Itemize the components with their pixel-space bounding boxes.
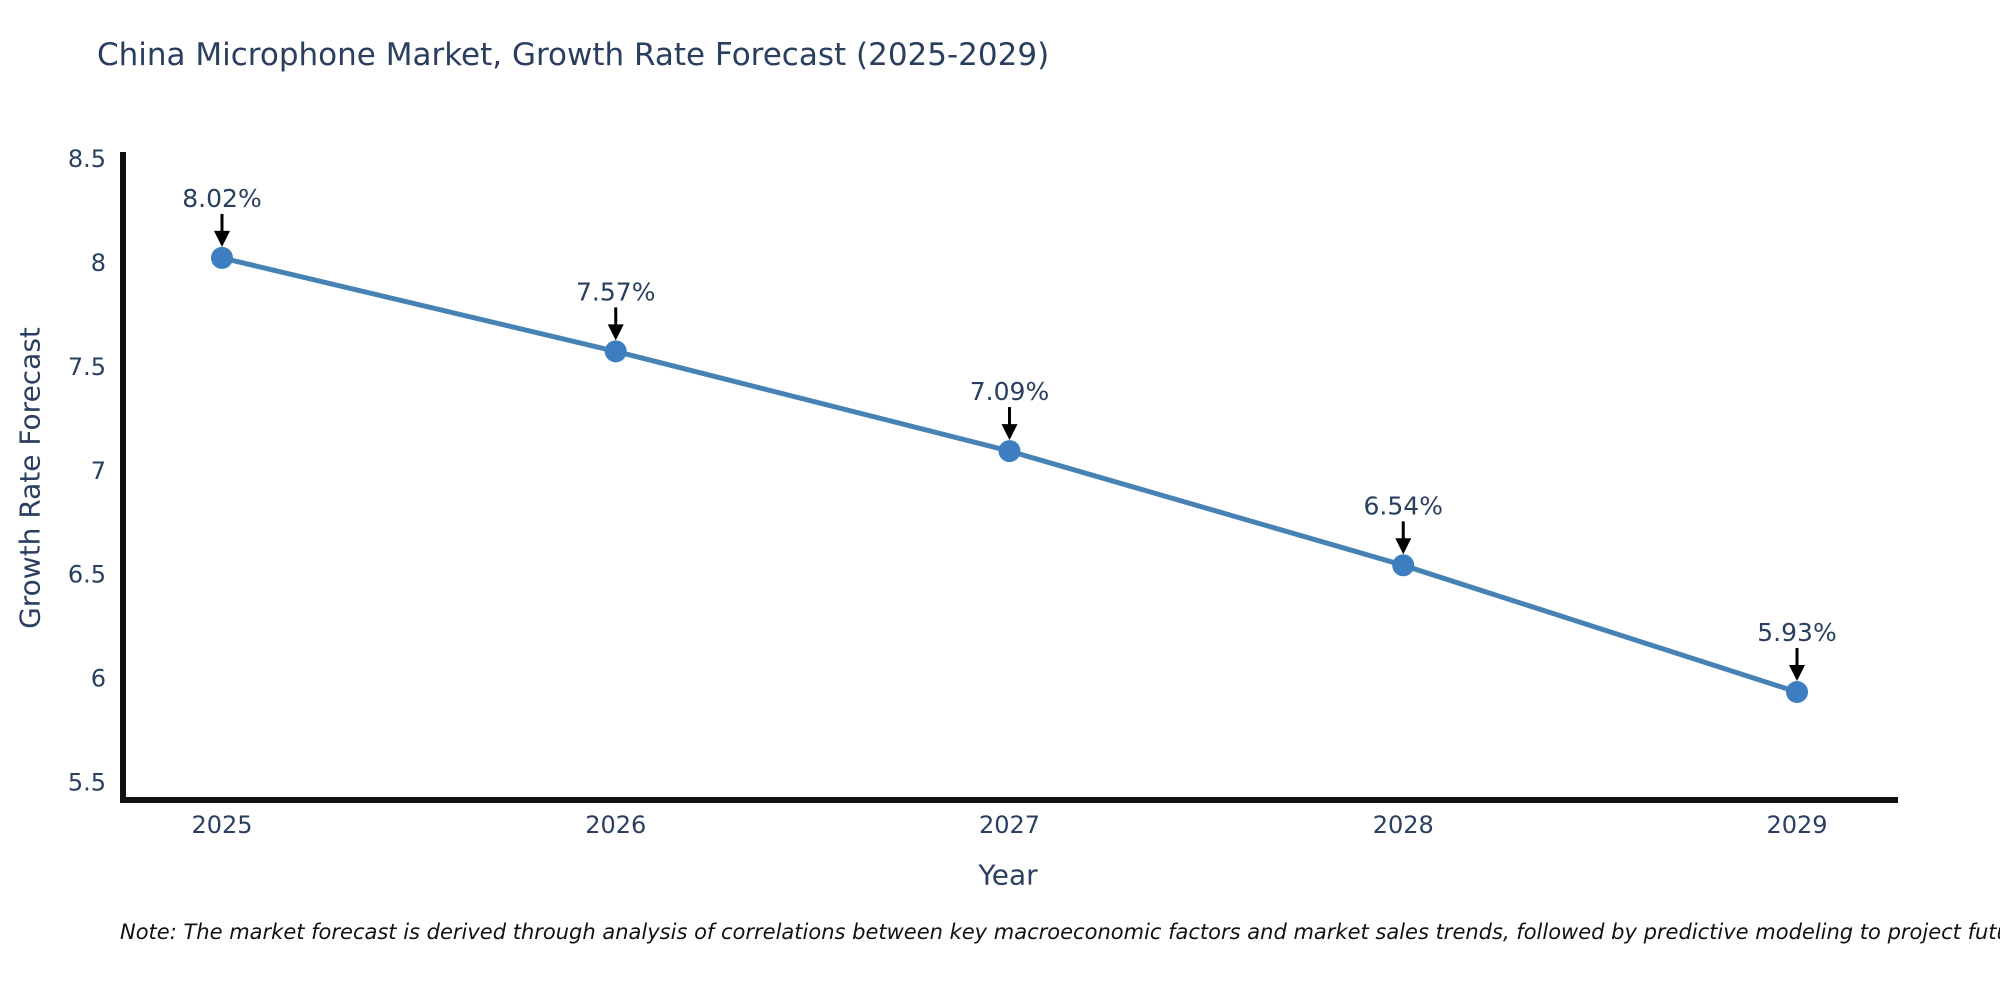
data-point	[998, 440, 1021, 463]
footnote: Note: The market forecast is derived thr…	[120, 920, 2000, 944]
y-tick-label: 8.5	[68, 145, 106, 173]
y-tick-label: 6	[91, 664, 106, 692]
data-point-label: 7.09%	[970, 377, 1049, 406]
y-tick-label: 5.5	[68, 768, 106, 796]
chart-title: China Microphone Market, Growth Rate For…	[97, 37, 1050, 73]
annotation-arrowhead	[1789, 665, 1805, 681]
x-axis-title: Year	[978, 858, 1038, 892]
data-point	[211, 246, 233, 269]
x-tick-label: 2028	[1373, 811, 1434, 839]
data-point	[1786, 681, 1808, 703]
annotation-arrowhead	[1395, 538, 1412, 555]
data-point-label: 5.93%	[1757, 618, 1836, 647]
annotation-arrowhead	[1001, 424, 1018, 441]
data-point	[1392, 554, 1415, 577]
y-tick-label: 8	[91, 249, 106, 277]
x-tick-label: 2025	[191, 811, 252, 839]
data-point-label: 6.54%	[1364, 491, 1443, 520]
x-tick-label: 2027	[979, 811, 1040, 839]
data-point-label: 8.02%	[182, 184, 261, 213]
x-tick-label: 2026	[585, 811, 646, 839]
data-point-label: 7.57%	[576, 277, 655, 306]
series-line	[219, 255, 1800, 695]
data-point	[604, 340, 627, 363]
annotation-arrowhead	[607, 324, 624, 341]
y-tick-label: 6.5	[68, 561, 106, 589]
y-tick-label: 7	[91, 457, 106, 485]
annotation-arrowhead	[214, 230, 230, 247]
x-tick-label: 2029	[1766, 811, 1827, 839]
y-tick-label: 7.5	[68, 353, 106, 381]
